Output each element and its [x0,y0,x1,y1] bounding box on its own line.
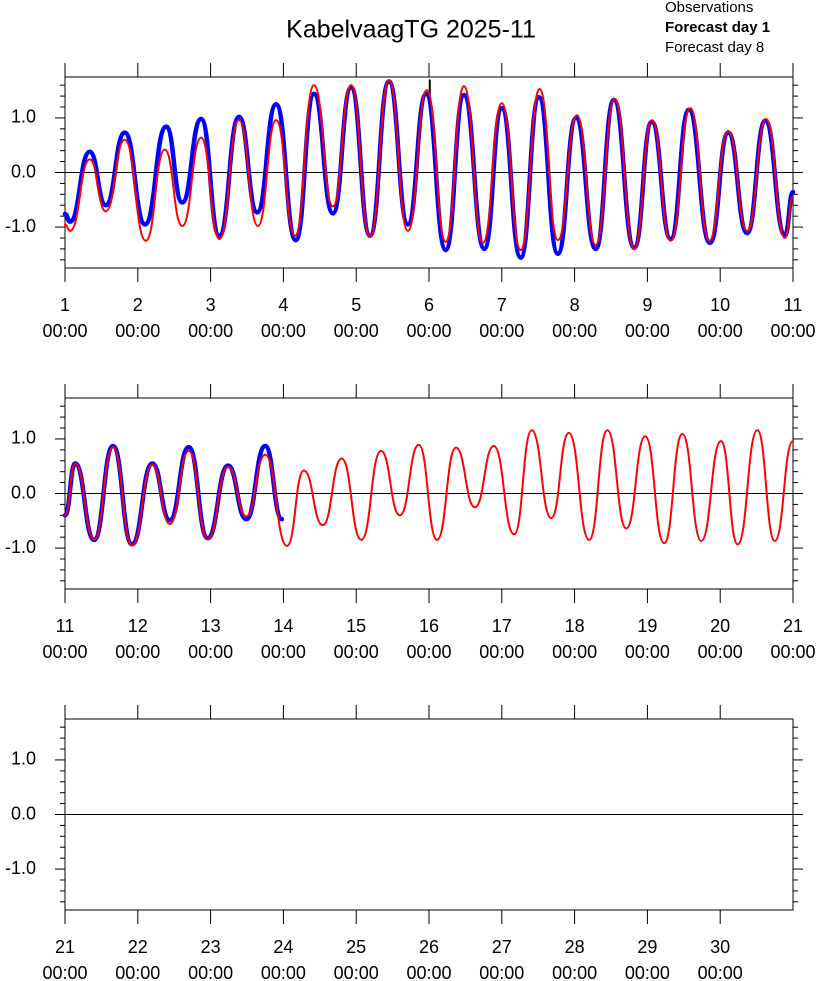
y-tick-label: 0.0 [11,803,36,823]
x-tick-time: 00:00 [698,963,743,981]
x-tick-label: 11 [56,616,75,636]
y-tick-label: 1.0 [11,428,36,448]
x-tick-label: 26 [419,937,439,957]
x-tick-label: 20 [710,616,730,636]
x-tick-label: 24 [273,937,293,957]
data-line [64,79,794,251]
x-tick-label: 25 [346,937,366,957]
data-line [62,443,285,547]
x-tick-label: 8 [570,295,580,315]
x-tick-label: 4 [278,295,288,315]
data-line [62,79,796,260]
y-tick-label: 0.0 [11,482,36,502]
y-tick-label: 1.0 [11,749,36,769]
x-tick-label: 15 [346,616,366,636]
data-line [64,429,794,547]
legend-entry: Forecast day 8 [665,39,764,56]
x-tick-time: 00:00 [42,963,87,981]
x-tick-time: 00:00 [625,642,670,662]
x-tick-time: 00:00 [188,963,233,981]
x-tick-label: 30 [710,937,730,957]
x-tick-time: 00:00 [115,963,160,981]
x-tick-time: 00:00 [770,642,815,662]
x-tick-label: 17 [492,616,512,636]
x-tick-time: 00:00 [479,963,524,981]
x-tick-time: 00:00 [334,642,379,662]
x-tick-time: 00:00 [406,321,451,341]
x-tick-time: 00:00 [479,642,524,662]
x-tick-time: 00:00 [698,642,743,662]
x-tick-time: 00:00 [188,321,233,341]
x-tick-label: 23 [201,937,221,957]
x-tick-time: 00:00 [42,642,87,662]
x-tick-label: 1 [60,295,70,315]
x-tick-label: 21 [783,616,803,636]
x-tick-time: 00:00 [770,321,815,341]
x-tick-label: 18 [565,616,585,636]
chart-title: KabelvaagTG 2025-11 [286,16,536,44]
x-tick-time: 00:00 [334,963,379,981]
x-tick-label: 3 [206,295,216,315]
x-tick-label: 5 [351,295,361,315]
x-tick-label: 7 [497,295,507,315]
x-tick-label: 13 [201,616,221,636]
legend-entry: Observations [665,0,753,16]
x-tick-label: 10 [710,295,730,315]
x-tick-time: 00:00 [406,963,451,981]
x-tick-label: 22 [128,937,148,957]
x-tick-time: 00:00 [479,321,524,341]
x-tick-time: 00:00 [261,963,306,981]
y-tick-label: -1.0 [5,216,36,236]
x-tick-label: 16 [419,616,439,636]
x-tick-label: 6 [424,295,434,315]
x-tick-time: 00:00 [552,321,597,341]
x-tick-time: 00:00 [625,963,670,981]
x-tick-time: 00:00 [334,321,379,341]
x-tick-time: 00:00 [552,642,597,662]
x-tick-time: 00:00 [406,642,451,662]
y-tick-label: 0.0 [11,161,36,181]
x-tick-label: 27 [492,937,512,957]
x-tick-label: 29 [637,937,657,957]
y-tick-label: -1.0 [5,858,36,878]
legend-entry: Forecast day 1 [665,19,770,36]
x-tick-time: 00:00 [625,321,670,341]
y-tick-label: -1.0 [5,537,36,557]
x-tick-time: 00:00 [188,642,233,662]
x-tick-label: 12 [128,616,148,636]
x-tick-time: 00:00 [552,963,597,981]
x-tick-time: 00:00 [115,321,160,341]
x-tick-label: 14 [273,616,293,636]
x-tick-time: 00:00 [698,321,743,341]
x-tick-time: 00:00 [42,321,87,341]
y-tick-label: 1.0 [11,107,36,127]
x-tick-time: 00:00 [261,642,306,662]
x-tick-label: 28 [565,937,585,957]
x-tick-label: 9 [642,295,652,315]
x-tick-label: 21 [55,937,75,957]
x-tick-time: 00:00 [115,642,160,662]
x-tick-label: 2 [133,295,143,315]
x-tick-label: 11 [784,295,803,315]
x-tick-time: 00:00 [261,321,306,341]
x-tick-label: 19 [637,616,657,636]
